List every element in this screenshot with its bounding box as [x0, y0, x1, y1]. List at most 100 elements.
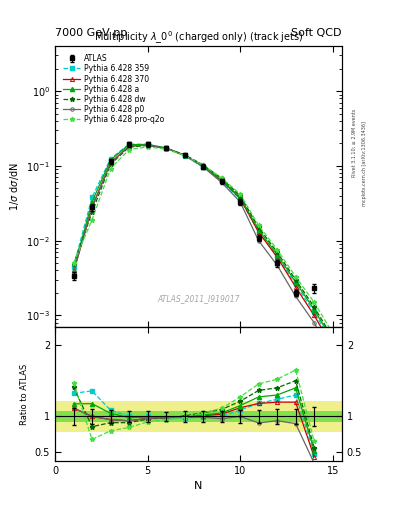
Pythia 6.428 370 [201, 163, 206, 169]
Pythia 6.428 pro-q2o [293, 273, 298, 280]
Pythia 6.428 359 [182, 153, 187, 159]
Bar [55, 411, 342, 422]
Line: Pythia 6.428 pro-q2o: Pythia 6.428 pro-q2o [71, 144, 335, 335]
Pythia 6.428 dw [145, 142, 150, 148]
Pythia 6.428 p0 [127, 143, 131, 150]
Pythia 6.428 359 [330, 340, 335, 347]
Pythia 6.428 a [201, 163, 206, 169]
Pythia 6.428 a [90, 199, 94, 205]
Pythia 6.428 dw [201, 162, 206, 168]
Bar [55, 401, 342, 432]
Line: Pythia 6.428 370: Pythia 6.428 370 [72, 143, 335, 349]
Text: ATLAS_2011_I919017: ATLAS_2011_I919017 [157, 294, 240, 304]
Pythia 6.428 dw [293, 276, 298, 283]
Pythia 6.428 dw [312, 304, 316, 310]
Pythia 6.428 p0 [312, 319, 316, 326]
Pythia 6.428 a [182, 152, 187, 158]
Pythia 6.428 370 [182, 152, 187, 158]
Pythia 6.428 p0 [293, 293, 298, 300]
Pythia 6.428 dw [238, 193, 242, 199]
Pythia 6.428 370 [219, 177, 224, 183]
Pythia 6.428 dw [90, 209, 94, 216]
Pythia 6.428 dw [108, 161, 113, 167]
Pythia 6.428 a [164, 145, 169, 151]
Pythia 6.428 a [312, 307, 316, 313]
Text: 7000 GeV pp: 7000 GeV pp [55, 28, 127, 38]
Pythia 6.428 359 [164, 145, 169, 152]
Pythia 6.428 370 [127, 143, 131, 150]
Pythia 6.428 370 [108, 160, 113, 166]
Pythia 6.428 370 [293, 284, 298, 290]
Line: Pythia 6.428 359: Pythia 6.428 359 [72, 142, 334, 346]
Pythia 6.428 370 [238, 195, 242, 201]
Text: Soft QCD: Soft QCD [292, 28, 342, 38]
Pythia 6.428 a [219, 177, 224, 183]
Pythia 6.428 pro-q2o [108, 165, 113, 172]
Pythia 6.428 dw [164, 145, 169, 152]
Legend: ATLAS, Pythia 6.428 359, Pythia 6.428 370, Pythia 6.428 a, Pythia 6.428 dw, Pyth: ATLAS, Pythia 6.428 359, Pythia 6.428 37… [62, 53, 165, 125]
Text: Rivet 3.1.10; ≥ 2.9M events: Rivet 3.1.10; ≥ 2.9M events [352, 109, 357, 178]
Pythia 6.428 359 [90, 194, 94, 200]
Pythia 6.428 370 [90, 204, 94, 210]
Pythia 6.428 370 [71, 269, 76, 275]
Pythia 6.428 359 [108, 156, 113, 162]
Pythia 6.428 a [330, 337, 335, 344]
Pythia 6.428 359 [219, 178, 224, 184]
Pythia 6.428 pro-q2o [238, 191, 242, 197]
X-axis label: N: N [194, 481, 203, 491]
Pythia 6.428 a [238, 194, 242, 200]
Pythia 6.428 pro-q2o [164, 146, 169, 152]
Pythia 6.428 pro-q2o [145, 144, 150, 150]
Pythia 6.428 p0 [238, 199, 242, 205]
Pythia 6.428 370 [312, 312, 316, 318]
Pythia 6.428 p0 [201, 164, 206, 170]
Pythia 6.428 pro-q2o [71, 260, 76, 266]
Pythia 6.428 370 [164, 145, 169, 152]
Pythia 6.428 p0 [71, 269, 76, 275]
Pythia 6.428 p0 [182, 153, 187, 159]
Pythia 6.428 p0 [256, 238, 261, 244]
Text: mcplots.cern.ch [arXiv:1306.3436]: mcplots.cern.ch [arXiv:1306.3436] [362, 121, 367, 206]
Pythia 6.428 a [256, 227, 261, 233]
Pythia 6.428 p0 [108, 160, 113, 166]
Pythia 6.428 dw [219, 175, 224, 181]
Pythia 6.428 a [127, 142, 131, 148]
Pythia 6.428 359 [127, 141, 131, 147]
Pythia 6.428 dw [182, 152, 187, 158]
Pythia 6.428 p0 [145, 142, 150, 148]
Pythia 6.428 pro-q2o [219, 175, 224, 181]
Pythia 6.428 359 [293, 281, 298, 287]
Title: Multiplicity $\lambda\_0^0$ (charged only) (track jets): Multiplicity $\lambda\_0^0$ (charged onl… [94, 30, 303, 46]
Pythia 6.428 pro-q2o [330, 330, 335, 336]
Pythia 6.428 370 [275, 254, 279, 260]
Pythia 6.428 a [275, 251, 279, 258]
Pythia 6.428 370 [145, 142, 150, 148]
Pythia 6.428 p0 [90, 204, 94, 210]
Line: Pythia 6.428 p0: Pythia 6.428 p0 [72, 143, 334, 358]
Pythia 6.428 pro-q2o [275, 246, 279, 252]
Pythia 6.428 a [71, 267, 76, 273]
Pythia 6.428 pro-q2o [256, 222, 261, 228]
Pythia 6.428 p0 [275, 262, 279, 268]
Pythia 6.428 370 [256, 229, 261, 235]
Line: Pythia 6.428 dw: Pythia 6.428 dw [71, 143, 335, 340]
Pythia 6.428 pro-q2o [182, 153, 187, 159]
Pythia 6.428 a [145, 141, 150, 147]
Pythia 6.428 359 [238, 196, 242, 202]
Pythia 6.428 a [293, 279, 298, 285]
Pythia 6.428 dw [127, 144, 131, 150]
Pythia 6.428 359 [145, 141, 150, 147]
Pythia 6.428 dw [256, 224, 261, 230]
Line: Pythia 6.428 a: Pythia 6.428 a [72, 142, 335, 343]
Pythia 6.428 pro-q2o [90, 217, 94, 223]
Pythia 6.428 pro-q2o [312, 299, 316, 305]
Pythia 6.428 359 [71, 264, 76, 270]
Pythia 6.428 dw [71, 262, 76, 268]
Pythia 6.428 359 [275, 253, 279, 259]
Y-axis label: Ratio to ATLAS: Ratio to ATLAS [20, 364, 29, 424]
Pythia 6.428 p0 [219, 179, 224, 185]
Pythia 6.428 359 [201, 164, 206, 170]
Pythia 6.428 370 [330, 344, 335, 350]
Pythia 6.428 a [108, 157, 113, 163]
Pythia 6.428 p0 [330, 354, 335, 360]
